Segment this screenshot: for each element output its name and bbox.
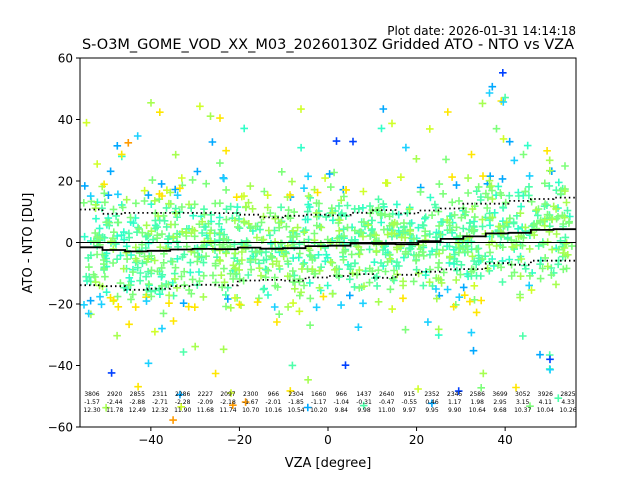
y-tick-label: 0 bbox=[65, 236, 73, 250]
bin-statistics: 3806-1.5712.302920-2.4411.782855-2.8812.… bbox=[83, 391, 576, 414]
bin-stat-count: 915 bbox=[404, 391, 416, 398]
bin-stat-std: 11.68 bbox=[197, 407, 214, 414]
bin-stat-count: 2304 bbox=[288, 391, 303, 398]
bin-stat-mean: 0.46 bbox=[425, 399, 439, 406]
y-tick-label: 60 bbox=[58, 52, 73, 66]
bin-stat-count: 3052 bbox=[515, 391, 530, 398]
bin-stat-count: 3926 bbox=[538, 391, 553, 398]
bin-stat-mean: -1.04 bbox=[334, 399, 350, 406]
chart-title: S-O3M_GOME_VOD_XX_M03_20260130Z Gridded … bbox=[82, 37, 574, 53]
bin-stat-std: 10.16 bbox=[265, 407, 282, 414]
bin-stat-std: 9.97 bbox=[403, 407, 417, 414]
bin-stat-std: 11.74 bbox=[219, 407, 236, 414]
bin-stat-std: 9.68 bbox=[493, 407, 507, 414]
bin-stat-count: 3806 bbox=[84, 391, 99, 398]
bin-stat-count: 2855 bbox=[130, 391, 145, 398]
bin-stat-std: 10.64 bbox=[469, 407, 486, 414]
scatter-marker-group bbox=[80, 124, 576, 410]
bin-stat-mean: -2.71 bbox=[152, 399, 168, 406]
bin-stat-mean: -1.17 bbox=[311, 399, 327, 406]
x-tick-label: 40 bbox=[498, 433, 513, 447]
plot-date: Plot date: 2026-01-31 14:14:18 bbox=[387, 24, 576, 38]
bin-stat-count: 2345 bbox=[447, 391, 462, 398]
mean-line bbox=[80, 228, 576, 253]
scatter-marker-group bbox=[107, 69, 554, 395]
bin-stat-mean: -1.85 bbox=[288, 399, 304, 406]
bin-stat-std: 10.70 bbox=[242, 407, 259, 414]
bin-stat-count: 2227 bbox=[198, 391, 213, 398]
bin-stat-std: 10.37 bbox=[514, 407, 531, 414]
bin-stat-count: 2920 bbox=[107, 391, 122, 398]
scatter-marker-group bbox=[124, 139, 250, 424]
lower-std-line bbox=[80, 259, 576, 291]
bin-stat-std: 10.04 bbox=[537, 407, 554, 414]
bin-stat-mean: -2.28 bbox=[175, 399, 191, 406]
bin-stat-std: 10.54 bbox=[287, 407, 304, 414]
scatter-marker-group bbox=[80, 89, 554, 374]
bin-stat-mean: 1.17 bbox=[448, 399, 462, 406]
bin-stat-mean: -1.67 bbox=[243, 399, 259, 406]
y-tick-label: −20 bbox=[48, 298, 73, 312]
y-tick-label: −60 bbox=[48, 421, 73, 435]
bin-stat-mean: 3.15 bbox=[516, 399, 530, 406]
x-tick-label: −40 bbox=[138, 433, 163, 447]
bin-stat-mean: -1.57 bbox=[84, 399, 100, 406]
bin-stat-mean: 4.33 bbox=[561, 399, 575, 406]
bin-stat-std: 9.95 bbox=[425, 407, 439, 414]
scatter-marker-group bbox=[82, 102, 536, 411]
bin-stat-count: 1660 bbox=[311, 391, 326, 398]
upper-std-line bbox=[80, 196, 576, 219]
bin-stat-std: 11.90 bbox=[174, 407, 191, 414]
bin-stat-mean: 2.95 bbox=[493, 399, 507, 406]
bin-stat-count: 966 bbox=[336, 391, 348, 398]
x-axis-ticks: −40 −20 0 20 40 bbox=[138, 427, 513, 447]
bin-stat-mean: -2.44 bbox=[107, 399, 123, 406]
bin-stat-mean: -0.31 bbox=[356, 399, 372, 406]
bin-stat-std: 11.78 bbox=[106, 407, 123, 414]
bin-stat-std: 11.00 bbox=[378, 407, 395, 414]
bin-stat-std: 10.26 bbox=[559, 407, 576, 414]
bin-stat-std: 9.98 bbox=[357, 407, 371, 414]
y-tick-label: 40 bbox=[58, 113, 73, 127]
scatter-marker-group bbox=[100, 97, 551, 395]
bin-stat-count: 2286 bbox=[175, 391, 190, 398]
bin-stat-mean: -0.55 bbox=[402, 399, 418, 406]
y-axis-ticks: −60 −40 −20 0 20 40 60 bbox=[48, 52, 80, 435]
stat-lines bbox=[80, 196, 576, 291]
bin-stat-count: 966 bbox=[268, 391, 280, 398]
bin-stat-count: 2640 bbox=[379, 391, 394, 398]
bin-stat-count: 1437 bbox=[356, 391, 371, 398]
bin-stat-count: 2825 bbox=[560, 391, 575, 398]
bin-stat-count: 2300 bbox=[243, 391, 258, 398]
bin-stat-mean: -2.88 bbox=[130, 399, 146, 406]
bin-stat-mean: -2.18 bbox=[220, 399, 236, 406]
bin-stat-count: 2311 bbox=[152, 391, 167, 398]
bin-stat-std: 12.49 bbox=[129, 407, 146, 414]
bin-stat-count: 3699 bbox=[492, 391, 507, 398]
x-tick-label: 0 bbox=[324, 433, 332, 447]
bin-stat-std: 12.30 bbox=[83, 407, 100, 414]
bin-stat-mean: 1.98 bbox=[471, 399, 485, 406]
y-tick-label: −40 bbox=[48, 359, 73, 373]
bin-stat-mean: -2.09 bbox=[198, 399, 214, 406]
bin-stat-std: 12.32 bbox=[151, 407, 168, 414]
bin-stat-mean: -2.01 bbox=[266, 399, 282, 406]
bin-stat-std: 10.20 bbox=[310, 407, 327, 414]
x-tick-label: 20 bbox=[409, 433, 424, 447]
y-axis-label: ATO - NTO [DU] bbox=[21, 193, 36, 294]
bin-stat-count: 2352 bbox=[424, 391, 439, 398]
bin-stat-count: 2586 bbox=[470, 391, 485, 398]
bin-stat-std: 9.90 bbox=[448, 407, 462, 414]
x-tick-label: −20 bbox=[227, 433, 252, 447]
y-tick-label: 20 bbox=[58, 175, 73, 189]
x-axis-label: VZA [degree] bbox=[285, 456, 372, 471]
bin-stat-count: 2097 bbox=[220, 391, 235, 398]
bin-stat-mean: -0.47 bbox=[379, 399, 395, 406]
bin-stat-mean: 4.11 bbox=[539, 399, 553, 406]
bin-stat-std: 9.84 bbox=[335, 407, 349, 414]
